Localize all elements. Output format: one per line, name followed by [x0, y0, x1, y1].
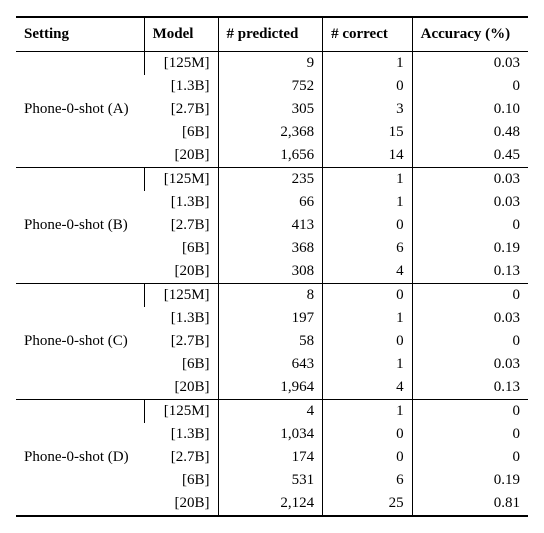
cell-predicted: 8: [218, 284, 323, 308]
cell-correct: 6: [323, 469, 413, 492]
cell-setting: Phone-0-shot (A): [16, 52, 144, 168]
cell-correct: 3: [323, 98, 413, 121]
cell-model: [2.7B]: [144, 214, 218, 237]
cell-correct: 1: [323, 353, 413, 376]
col-header-predicted: # predicted: [218, 17, 323, 52]
table-row: Phone-0-shot (B)[125M]23510.03: [16, 168, 528, 192]
cell-predicted: 752: [218, 75, 323, 98]
cell-accuracy: 0.03: [412, 353, 528, 376]
cell-predicted: 9: [218, 52, 323, 76]
col-header-accuracy: Accuracy (%): [412, 17, 528, 52]
cell-model: [125M]: [144, 168, 218, 192]
cell-predicted: 66: [218, 191, 323, 214]
cell-accuracy: 0: [412, 400, 528, 424]
cell-correct: 4: [323, 376, 413, 400]
cell-accuracy: 0.03: [412, 168, 528, 192]
cell-model: [2.7B]: [144, 330, 218, 353]
cell-predicted: 643: [218, 353, 323, 376]
cell-predicted: 197: [218, 307, 323, 330]
cell-accuracy: 0.19: [412, 469, 528, 492]
cell-accuracy: 0.81: [412, 492, 528, 516]
cell-model: [6B]: [144, 353, 218, 376]
cell-model: [2.7B]: [144, 446, 218, 469]
cell-setting: Phone-0-shot (C): [16, 284, 144, 400]
cell-predicted: 531: [218, 469, 323, 492]
cell-correct: 6: [323, 237, 413, 260]
cell-correct: 0: [323, 423, 413, 446]
cell-correct: 25: [323, 492, 413, 516]
cell-model: [125M]: [144, 52, 218, 76]
cell-accuracy: 0.03: [412, 191, 528, 214]
col-header-setting: Setting: [16, 17, 144, 52]
table-row: Phone-0-shot (A)[125M]910.03: [16, 52, 528, 76]
cell-accuracy: 0.10: [412, 98, 528, 121]
cell-correct: 0: [323, 75, 413, 98]
cell-accuracy: 0.45: [412, 144, 528, 168]
cell-model: [125M]: [144, 400, 218, 424]
cell-correct: 0: [323, 214, 413, 237]
cell-accuracy: 0: [412, 330, 528, 353]
cell-model: [1.3B]: [144, 423, 218, 446]
cell-predicted: 368: [218, 237, 323, 260]
cell-accuracy: 0.48: [412, 121, 528, 144]
cell-setting: Phone-0-shot (D): [16, 400, 144, 517]
cell-predicted: 308: [218, 260, 323, 284]
cell-model: [20B]: [144, 144, 218, 168]
cell-accuracy: 0: [412, 284, 528, 308]
cell-model: [1.3B]: [144, 75, 218, 98]
cell-predicted: 58: [218, 330, 323, 353]
cell-correct: 4: [323, 260, 413, 284]
cell-accuracy: 0.13: [412, 260, 528, 284]
cell-predicted: 235: [218, 168, 323, 192]
cell-correct: 0: [323, 446, 413, 469]
cell-predicted: 1,034: [218, 423, 323, 446]
cell-predicted: 1,964: [218, 376, 323, 400]
cell-predicted: 4: [218, 400, 323, 424]
cell-model: [2.7B]: [144, 98, 218, 121]
cell-accuracy: 0.13: [412, 376, 528, 400]
cell-correct: 14: [323, 144, 413, 168]
cell-correct: 15: [323, 121, 413, 144]
cell-predicted: 413: [218, 214, 323, 237]
cell-predicted: 2,124: [218, 492, 323, 516]
cell-accuracy: 0.03: [412, 307, 528, 330]
col-header-model: Model: [144, 17, 218, 52]
cell-correct: 1: [323, 52, 413, 76]
cell-model: [1.3B]: [144, 191, 218, 214]
cell-correct: 1: [323, 400, 413, 424]
cell-model: [125M]: [144, 284, 218, 308]
cell-model: [20B]: [144, 492, 218, 516]
cell-model: [20B]: [144, 260, 218, 284]
cell-correct: 0: [323, 284, 413, 308]
cell-predicted: 174: [218, 446, 323, 469]
cell-model: [6B]: [144, 469, 218, 492]
cell-correct: 1: [323, 168, 413, 192]
cell-accuracy: 0: [412, 446, 528, 469]
cell-accuracy: 0: [412, 423, 528, 446]
col-header-correct: # correct: [323, 17, 413, 52]
cell-accuracy: 0: [412, 214, 528, 237]
cell-predicted: 1,656: [218, 144, 323, 168]
table-row: Phone-0-shot (D)[125M]410: [16, 400, 528, 424]
cell-model: [1.3B]: [144, 307, 218, 330]
cell-accuracy: 0.19: [412, 237, 528, 260]
cell-correct: 1: [323, 307, 413, 330]
cell-correct: 0: [323, 330, 413, 353]
table-row: Phone-0-shot (C)[125M]800: [16, 284, 528, 308]
cell-accuracy: 0: [412, 75, 528, 98]
cell-model: [6B]: [144, 237, 218, 260]
results-table: Setting Model # predicted # correct Accu…: [16, 16, 528, 517]
cell-predicted: 305: [218, 98, 323, 121]
cell-correct: 1: [323, 191, 413, 214]
cell-accuracy: 0.03: [412, 52, 528, 76]
cell-setting: Phone-0-shot (B): [16, 168, 144, 284]
table-header-row: Setting Model # predicted # correct Accu…: [16, 17, 528, 52]
cell-model: [6B]: [144, 121, 218, 144]
cell-model: [20B]: [144, 376, 218, 400]
cell-predicted: 2,368: [218, 121, 323, 144]
